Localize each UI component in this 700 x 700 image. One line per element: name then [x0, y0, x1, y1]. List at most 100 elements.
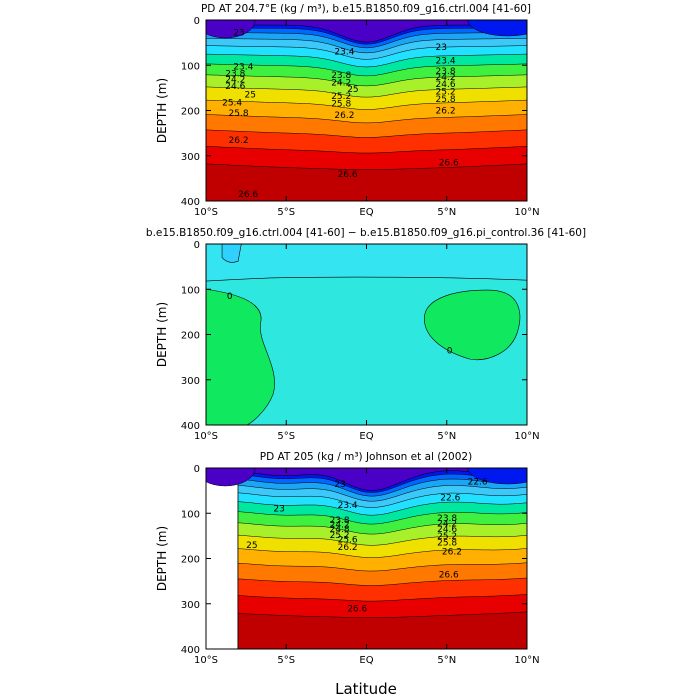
contour-label: 23: [334, 480, 345, 490]
y-tick-label: 300: [181, 152, 200, 163]
y-tick-label: 300: [181, 600, 200, 611]
x-tick-label: 10°S: [194, 655, 218, 666]
contour-label: 25.8: [229, 109, 249, 119]
x-tick-label: 10°S: [194, 431, 218, 442]
contour-label: 24.2: [330, 521, 350, 531]
y-tick-label: 200: [181, 555, 200, 566]
y-tick-label: 400: [181, 645, 200, 656]
y-axis-label: DEPTH (m): [155, 526, 169, 591]
contour-label: 22.6: [440, 493, 460, 503]
contour-label: 26.2: [334, 111, 354, 121]
contour-label: 25: [347, 85, 358, 95]
x-tick-label: 10°N: [514, 207, 539, 218]
contour-label: 26.6: [238, 190, 258, 200]
contour-label: 23.8: [330, 516, 350, 526]
contour-core-north: [467, 468, 527, 485]
x-tick-label: 5°N: [437, 431, 456, 442]
contour-label: 23.8: [331, 71, 351, 81]
x-tick-label: 5°N: [437, 207, 456, 218]
contour-label: 25.8: [437, 539, 457, 549]
x-tick-label: 5°S: [277, 207, 295, 218]
contour-label: 26.6: [439, 159, 459, 169]
contour-label: 25.6: [338, 536, 358, 546]
diff-positive-south: [206, 288, 275, 425]
contour-label: 24.6: [225, 82, 245, 92]
contour-label: 22.6: [468, 478, 488, 488]
y-tick-label: 100: [181, 509, 200, 520]
contour-label: 25.2: [330, 531, 350, 541]
contour-label: 23: [436, 43, 447, 53]
contour-label: 23.8: [225, 69, 245, 79]
panel-bottom: PD AT 205 (kg / m³) Johnson et al (2002)…: [155, 451, 540, 666]
y-tick-label: 100: [181, 61, 200, 72]
x-tick-label: 5°N: [437, 655, 456, 666]
contour-label: 23: [233, 29, 244, 39]
x-tick-label: 10°N: [514, 655, 539, 666]
contour-label: 23.8: [436, 67, 456, 77]
y-axis-label: DEPTH (m): [155, 302, 169, 367]
y-tick-label: 300: [181, 376, 200, 387]
contour-label: 26.6: [338, 170, 358, 180]
contour-label: 26.2: [338, 543, 358, 553]
contour-core-south: [206, 468, 256, 487]
contour-label: 25.2: [331, 92, 351, 102]
contour-label: 25.2: [437, 532, 457, 542]
y-tick-label: 400: [181, 421, 200, 432]
contour-area: 00: [206, 244, 527, 425]
contour-label: 26.2: [442, 548, 462, 558]
y-tick-label: 0: [194, 464, 200, 475]
contour-label: 25.8: [436, 95, 456, 105]
contour-label: 24.2: [436, 73, 456, 83]
y-tick-label: 0: [194, 240, 200, 251]
contour-label: 23.4: [334, 48, 354, 58]
contour-label: 23: [273, 505, 284, 515]
diff-positive-north: [423, 289, 521, 361]
contour-core-north: [467, 20, 527, 37]
panel-middle: b.e15.B1850.f09_g16.ctrl.004 [41-60] − b…: [146, 227, 586, 442]
contour-label: 26.2: [229, 136, 249, 146]
contour-label: 24.2: [331, 78, 351, 88]
contour-label: 24.8: [330, 525, 350, 535]
y-tick-label: 400: [181, 197, 200, 208]
x-tick-label: EQ: [359, 655, 373, 666]
y-axis-label: DEPTH (m): [155, 78, 169, 143]
x-tick-label: 10°S: [194, 207, 218, 218]
contour-label: 23.8: [437, 514, 457, 524]
x-tick-label: 10°N: [514, 431, 539, 442]
x-tick-label: EQ: [359, 431, 373, 442]
panel-title: PD AT 205 (kg / m³) Johnson et al (2002): [260, 451, 472, 463]
contour-label: 25.2: [436, 88, 456, 98]
y-tick-label: 200: [181, 107, 200, 118]
panel-title: PD AT 204.7°E (kg / m³), b.e15.B1850.f09…: [201, 3, 531, 15]
contour-label: 23.4: [338, 501, 358, 511]
contour-band: [206, 163, 527, 201]
contour-label: 25.4: [222, 98, 242, 108]
contour-label: 26.6: [439, 570, 459, 580]
contour-label: 24.2: [225, 75, 245, 85]
contour-label: 24.2: [437, 520, 457, 530]
y-tick-label: 100: [181, 285, 200, 296]
y-tick-label: 200: [181, 331, 200, 342]
contour-label: 25: [246, 541, 257, 551]
contour-label: 0: [227, 292, 233, 302]
contour-area: 232323.423.824.224.825.225.626.22522.623…: [206, 468, 527, 649]
contour-label: 26.2: [436, 107, 456, 117]
diff-negative-blob: [221, 244, 242, 263]
contour-label: 26.6: [347, 604, 367, 614]
diff-upper-layer: [206, 244, 527, 282]
contour-label: 25: [245, 91, 256, 101]
contour-area: 2323.423.423.824.224.62525.425.826.226.6…: [206, 20, 527, 201]
panel-top: PD AT 204.7°E (kg / m³), b.e15.B1850.f09…: [155, 3, 540, 218]
contour-core-south: [206, 20, 256, 39]
contour-label: 23.4: [436, 57, 456, 67]
contour-label: 24.6: [436, 80, 456, 90]
contour-label: 23.4: [233, 63, 253, 73]
x-tick-label: 5°S: [277, 431, 295, 442]
contour-label: 0: [447, 346, 453, 356]
contour-label: 25.8: [331, 100, 351, 110]
x-tick-label: EQ: [359, 207, 373, 218]
contour-label: 24.6: [437, 525, 457, 535]
y-tick-label: 0: [194, 16, 200, 27]
